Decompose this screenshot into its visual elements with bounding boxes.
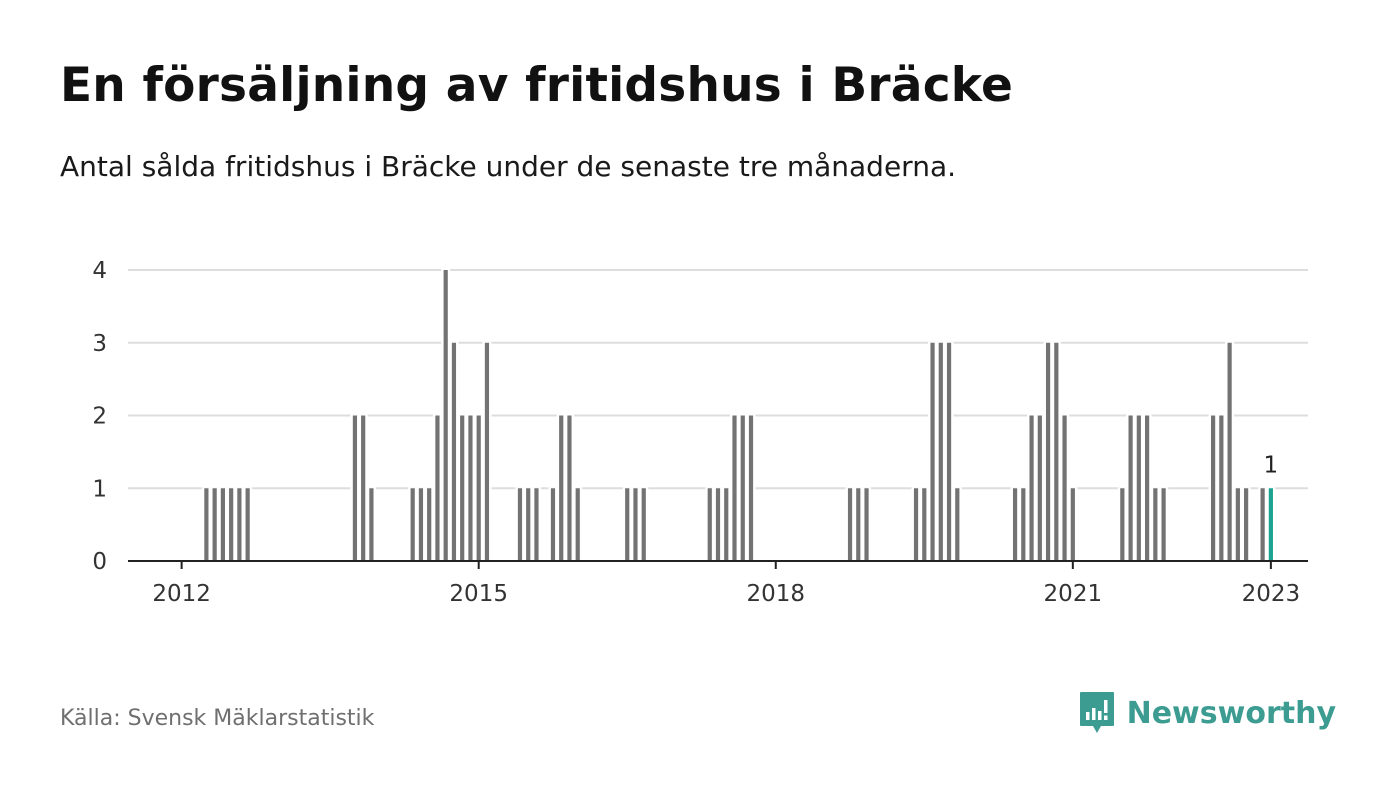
bar [856, 488, 861, 561]
bar [567, 415, 572, 561]
bar [913, 488, 919, 561]
bar [1120, 488, 1125, 561]
labels: 0 1 2 3 4 2012 2015 2018 2021 2023 1 [92, 258, 1300, 607]
y-tick-label-1: 1 [92, 476, 107, 502]
chart-subtitle: Antal sålda fritidshus i Bräcke under de… [60, 150, 956, 183]
bar [1153, 488, 1158, 561]
y-tick-label-3: 3 [92, 331, 107, 357]
bar [1244, 488, 1249, 561]
x-tick-label-2023: 2023 [1242, 581, 1301, 607]
y-tick-label-4: 4 [92, 258, 107, 284]
bar [1021, 488, 1026, 561]
bar [955, 488, 960, 561]
bar [864, 488, 869, 561]
brand-logo[interactable]: Newsworthy [1079, 690, 1336, 736]
bar [641, 488, 646, 561]
bar [1062, 415, 1067, 561]
bar [1029, 415, 1034, 561]
bar [946, 342, 952, 561]
bar [352, 415, 358, 561]
bar [427, 488, 432, 561]
bar [633, 488, 638, 561]
bar [435, 415, 440, 561]
y-tick-label-0: 0 [92, 549, 107, 575]
brand-name: Newsworthy [1126, 695, 1336, 731]
bar [443, 270, 448, 561]
x-tick-label-2015: 2015 [449, 581, 508, 607]
bar [1070, 488, 1075, 561]
bar [220, 488, 225, 561]
bar [938, 342, 943, 561]
y-tick-label-2: 2 [92, 404, 107, 430]
bar [410, 488, 415, 561]
newsworthy-logo-icon [1079, 692, 1114, 733]
bar [1037, 415, 1042, 561]
bar [1144, 415, 1150, 561]
bar [460, 415, 465, 561]
bar [204, 488, 209, 561]
x-tick-label-2018: 2018 [746, 581, 805, 607]
data-label-highlight: 1 [1264, 452, 1279, 478]
bar [1227, 342, 1232, 561]
bar [451, 342, 457, 561]
bar [534, 488, 539, 561]
bar [1012, 488, 1018, 561]
bar [476, 415, 481, 561]
bar [418, 488, 424, 561]
bar [229, 488, 234, 561]
bar [1219, 415, 1224, 561]
bar [575, 488, 580, 561]
bar [724, 488, 729, 561]
bar [526, 488, 531, 561]
bar [484, 342, 490, 561]
bar [212, 488, 217, 561]
chart-title: En försäljning av fritidshus i Bräcke [60, 58, 1014, 113]
bar [732, 415, 737, 561]
bar [1260, 488, 1265, 561]
bar [1268, 488, 1273, 561]
bar [1054, 342, 1059, 561]
bar [550, 488, 556, 561]
bar [1235, 488, 1240, 561]
bar [715, 488, 721, 561]
x-tick-label-2021: 2021 [1044, 581, 1103, 607]
bar [930, 342, 935, 561]
bar [1211, 415, 1216, 561]
bar [922, 488, 927, 561]
bar [1136, 415, 1141, 561]
bar [245, 488, 250, 561]
bar [468, 415, 473, 561]
axes [128, 560, 1308, 569]
bar [1045, 342, 1051, 561]
bar [707, 488, 712, 561]
bar [517, 488, 523, 561]
bar [740, 415, 745, 561]
bars [201, 269, 1276, 561]
bar [847, 488, 853, 561]
bar [369, 488, 374, 561]
bar [748, 415, 754, 561]
bar [1161, 488, 1166, 561]
bar [559, 415, 564, 561]
bar [361, 415, 366, 561]
bar [1128, 415, 1133, 561]
source-note: Källa: Svensk Mäklarstatistik [60, 706, 375, 731]
bar [237, 488, 242, 561]
x-tick-label-2012: 2012 [152, 581, 211, 607]
bar [625, 488, 630, 561]
